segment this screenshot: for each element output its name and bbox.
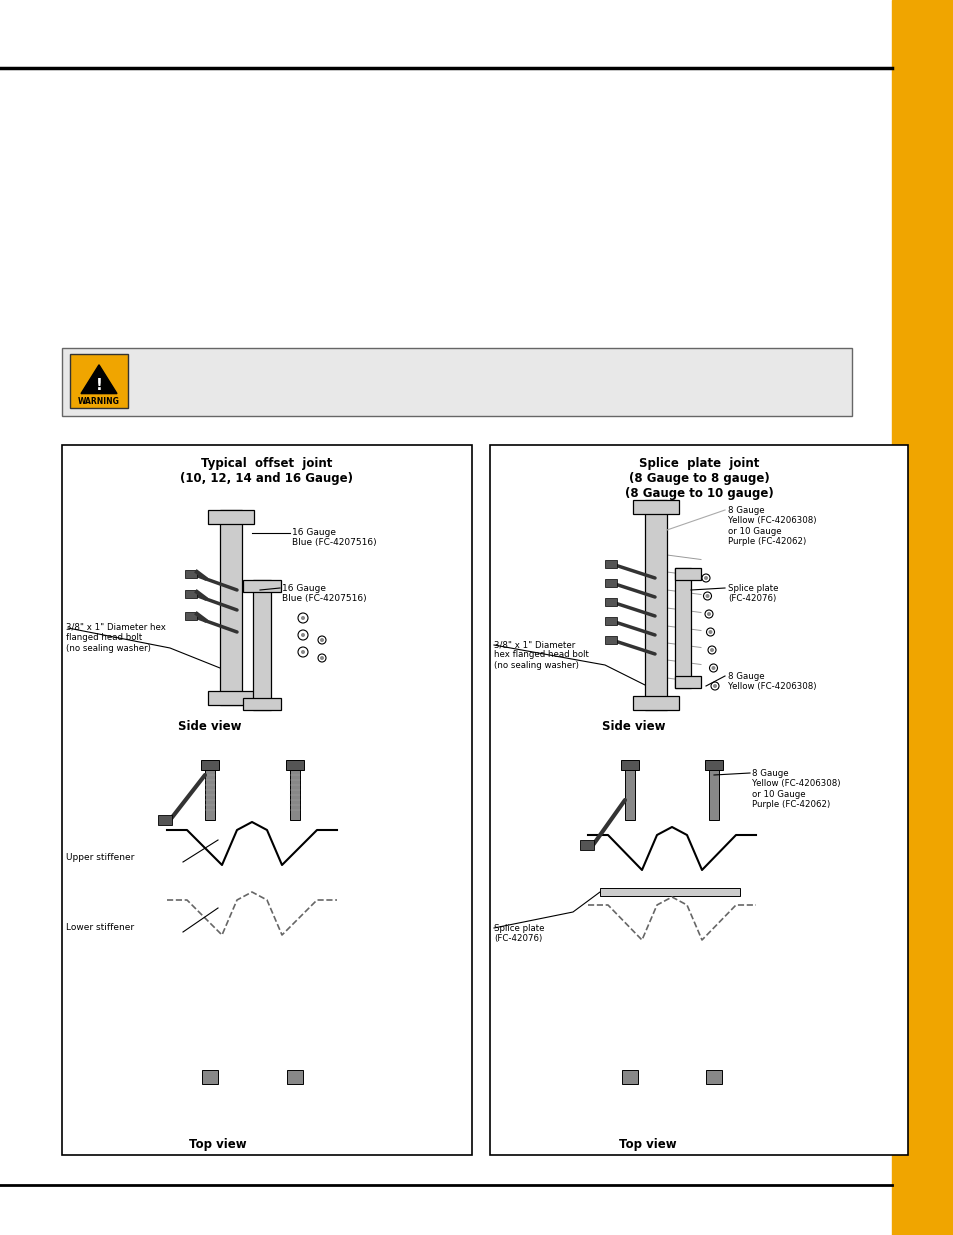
Bar	[633, 697, 679, 710]
Circle shape	[705, 594, 709, 598]
Bar	[202, 1070, 218, 1084]
Bar	[208, 510, 253, 524]
Bar	[185, 590, 196, 598]
Bar	[62, 348, 851, 416]
Text: 8 Gauge
Yellow (FC-4206308)
or 10 Gauge
Purple (FC-42062): 8 Gauge Yellow (FC-4206308) or 10 Gauge …	[751, 769, 840, 809]
Bar	[633, 500, 679, 514]
Text: 8 Gauge
Yellow (FC-4206308): 8 Gauge Yellow (FC-4206308)	[727, 672, 816, 692]
Bar	[287, 1070, 303, 1084]
Bar	[158, 815, 172, 825]
Text: 3/8" x 1" Diameter
hex flanged head bolt
(no sealing washer): 3/8" x 1" Diameter hex flanged head bolt…	[494, 640, 588, 669]
Bar	[62, 445, 472, 1155]
Circle shape	[706, 613, 710, 616]
Bar	[604, 579, 617, 587]
Bar	[220, 510, 242, 705]
Bar	[891, 0, 953, 1235]
Bar	[205, 764, 214, 820]
Bar	[243, 698, 281, 710]
Bar	[675, 676, 700, 688]
Text: Top view: Top view	[618, 1137, 676, 1151]
Text: Splice  plate  joint
(8 Gauge to 8 gauge)
(8 Gauge to 10 gauge): Splice plate joint (8 Gauge to 8 gauge) …	[624, 457, 773, 500]
Bar	[185, 571, 196, 578]
Bar	[705, 1070, 721, 1084]
Bar	[604, 598, 617, 606]
Polygon shape	[81, 364, 117, 394]
Bar	[704, 760, 722, 769]
Bar	[290, 764, 299, 820]
Text: Top view: Top view	[189, 1137, 247, 1151]
Bar	[624, 764, 635, 820]
Circle shape	[711, 666, 715, 671]
Circle shape	[712, 684, 717, 688]
Text: 16 Gauge
Blue (FC-4207516): 16 Gauge Blue (FC-4207516)	[282, 584, 366, 604]
Text: Upper stiffener: Upper stiffener	[66, 853, 134, 862]
Circle shape	[319, 656, 324, 659]
Bar	[70, 354, 128, 408]
Text: WARNING: WARNING	[78, 396, 120, 406]
Bar	[604, 618, 617, 625]
Text: 16 Gauge
Blue (FC-4207516): 16 Gauge Blue (FC-4207516)	[292, 529, 376, 547]
Bar	[185, 613, 196, 620]
Bar	[644, 500, 666, 710]
Text: !: !	[95, 378, 102, 393]
Bar	[599, 888, 740, 897]
Text: Typical  offset  joint
(10, 12, 14 and 16 Gauge): Typical offset joint (10, 12, 14 and 16 …	[180, 457, 354, 485]
Bar	[208, 692, 253, 705]
Bar	[620, 760, 639, 769]
Text: 3/8" x 1" Diameter hex
flanged head bolt
(no sealing washer): 3/8" x 1" Diameter hex flanged head bolt…	[66, 622, 166, 653]
Bar	[675, 568, 700, 580]
Bar	[201, 760, 219, 769]
Bar	[243, 580, 281, 592]
Text: 8 Gauge
Yellow (FC-4206308)
or 10 Gauge
Purple (FC-42062): 8 Gauge Yellow (FC-4206308) or 10 Gauge …	[727, 506, 816, 546]
Circle shape	[301, 650, 305, 655]
Bar	[490, 445, 907, 1155]
Circle shape	[319, 638, 324, 642]
Bar	[286, 760, 304, 769]
Bar	[675, 568, 690, 688]
Bar	[708, 764, 719, 820]
Circle shape	[301, 616, 305, 620]
Bar	[604, 559, 617, 568]
Text: Splice plate
(FC-42076): Splice plate (FC-42076)	[494, 924, 544, 944]
Bar	[604, 636, 617, 643]
Bar	[621, 1070, 638, 1084]
Text: Side view: Side view	[178, 720, 241, 734]
Circle shape	[709, 648, 713, 652]
Circle shape	[301, 634, 305, 637]
Circle shape	[703, 576, 707, 580]
Text: Lower stiffener: Lower stiffener	[66, 924, 134, 932]
Circle shape	[708, 630, 712, 634]
Text: Splice plate
(FC-42076): Splice plate (FC-42076)	[727, 584, 778, 604]
Text: Side view: Side view	[601, 720, 665, 734]
Bar	[253, 580, 271, 710]
Bar	[579, 840, 594, 850]
